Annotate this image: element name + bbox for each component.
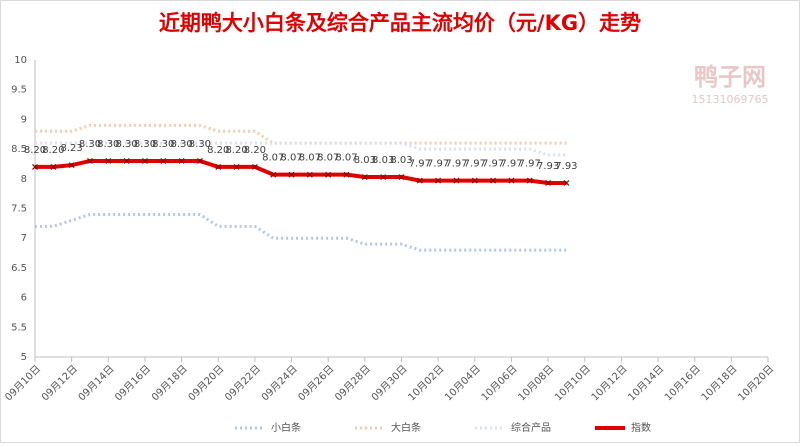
data-label: 8.03 bbox=[390, 155, 412, 166]
legend-label: 大白条 bbox=[391, 421, 421, 434]
legend-label: 小白条 bbox=[271, 421, 301, 434]
data-label: 8.23 bbox=[61, 143, 83, 154]
point-marker bbox=[361, 174, 368, 180]
point-marker bbox=[471, 177, 478, 184]
point-marker bbox=[380, 174, 387, 180]
series-line bbox=[35, 158, 567, 185]
y-tick-label: 8 bbox=[21, 174, 27, 185]
point-marker bbox=[87, 158, 93, 164]
y-tick-label: 10 bbox=[14, 55, 27, 66]
legend-label: 综合产品 bbox=[511, 421, 551, 434]
y-tick-label: 5 bbox=[21, 352, 27, 363]
point-marker bbox=[32, 163, 38, 170]
point-marker bbox=[142, 158, 148, 164]
data-label: 8.30 bbox=[134, 139, 156, 150]
point-marker bbox=[270, 171, 277, 178]
data-label: 8.03 bbox=[372, 155, 394, 166]
data-label: 8.30 bbox=[97, 139, 119, 150]
data-label: 7.97 bbox=[445, 159, 467, 170]
data-label: 7.97 bbox=[500, 159, 522, 170]
series-line bbox=[35, 141, 567, 157]
data-label: 8.20 bbox=[42, 145, 64, 156]
data-label: 7.97 bbox=[519, 159, 541, 170]
point-marker bbox=[508, 177, 515, 184]
point-marker bbox=[325, 171, 332, 178]
point-marker bbox=[50, 163, 57, 170]
watermark: 15131069765 bbox=[692, 93, 769, 106]
point-marker bbox=[435, 177, 442, 184]
y-tick-label: 7.5 bbox=[11, 204, 27, 215]
data-label: 8.03 bbox=[354, 155, 376, 166]
point-marker bbox=[68, 162, 75, 169]
data-label: 8.30 bbox=[189, 139, 211, 150]
y-tick-label: 6 bbox=[21, 293, 27, 304]
point-marker bbox=[343, 171, 350, 178]
data-label: 7.93 bbox=[537, 161, 559, 172]
chart-title: 近期鸭大小白条及综合产品主流均价（元/KG）走势 bbox=[159, 11, 641, 35]
point-marker bbox=[398, 174, 405, 180]
data-label: 8.20 bbox=[207, 145, 229, 156]
point-marker bbox=[105, 158, 112, 164]
data-label: 7.97 bbox=[409, 159, 431, 170]
data-label: 7.93 bbox=[555, 161, 577, 172]
point-marker bbox=[251, 163, 258, 170]
point-marker bbox=[490, 177, 497, 184]
data-label: 8.20 bbox=[225, 145, 247, 156]
point-marker bbox=[453, 177, 460, 184]
y-tick-label: 5.5 bbox=[11, 322, 27, 333]
data-label: 8.07 bbox=[317, 153, 339, 164]
point-marker bbox=[160, 158, 167, 164]
point-marker bbox=[215, 163, 222, 170]
point-marker bbox=[545, 180, 552, 186]
y-tick-label: 9 bbox=[21, 114, 27, 125]
data-label: 8.20 bbox=[244, 145, 266, 156]
data-label: 8.07 bbox=[262, 153, 284, 164]
data-label: 7.97 bbox=[427, 159, 449, 170]
point-marker bbox=[563, 180, 570, 186]
data-label: 8.07 bbox=[280, 153, 302, 164]
series-line bbox=[35, 212, 567, 252]
point-marker bbox=[197, 158, 203, 164]
y-tick-label: 8.5 bbox=[11, 144, 27, 155]
point-marker bbox=[233, 163, 240, 170]
point-marker bbox=[288, 171, 295, 178]
y-tick-label: 9.5 bbox=[11, 85, 27, 96]
data-label: 8.30 bbox=[152, 139, 174, 150]
point-marker bbox=[416, 177, 423, 184]
data-label: 8.30 bbox=[79, 139, 101, 150]
y-tick-label: 6.5 bbox=[11, 263, 27, 274]
data-label: 8.30 bbox=[115, 139, 137, 150]
data-label: 8.20 bbox=[24, 145, 46, 156]
legend-label: 指数 bbox=[631, 421, 651, 434]
watermark: 鸭子网 bbox=[694, 63, 766, 91]
point-marker bbox=[306, 171, 313, 178]
data-label: 7.97 bbox=[482, 159, 504, 170]
data-label: 8.07 bbox=[299, 153, 321, 164]
y-tick-label: 7 bbox=[21, 233, 27, 244]
point-marker bbox=[526, 177, 533, 184]
data-label: 8.30 bbox=[170, 139, 192, 150]
point-marker bbox=[178, 158, 185, 164]
point-marker bbox=[123, 158, 130, 164]
data-label: 7.97 bbox=[464, 159, 486, 170]
data-label: 8.07 bbox=[335, 153, 357, 164]
